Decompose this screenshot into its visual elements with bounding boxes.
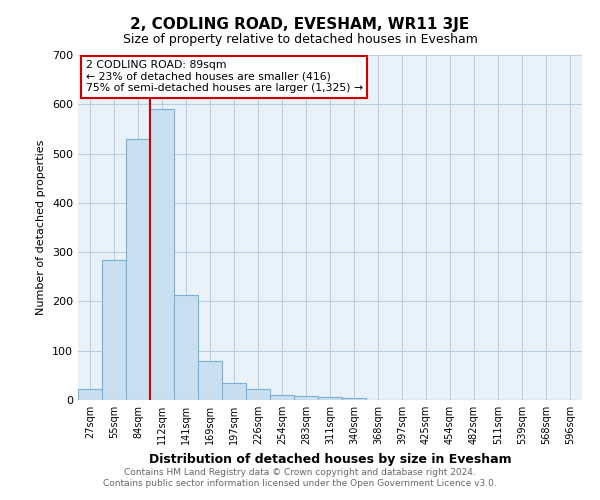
Bar xyxy=(222,383,246,400)
Bar xyxy=(198,360,222,400)
Bar xyxy=(78,389,102,400)
Text: 2 CODLING ROAD: 89sqm
← 23% of detached houses are smaller (416)
75% of semi-det: 2 CODLING ROAD: 89sqm ← 23% of detached … xyxy=(86,60,362,94)
Bar xyxy=(102,260,126,400)
Bar xyxy=(246,389,270,400)
Bar xyxy=(294,396,318,400)
Bar xyxy=(342,398,366,400)
X-axis label: Distribution of detached houses by size in Evesham: Distribution of detached houses by size … xyxy=(149,452,511,466)
Bar xyxy=(174,295,198,400)
Text: Contains HM Land Registry data © Crown copyright and database right 2024.
Contai: Contains HM Land Registry data © Crown c… xyxy=(103,468,497,487)
Bar xyxy=(270,395,294,400)
Text: 2, CODLING ROAD, EVESHAM, WR11 3JE: 2, CODLING ROAD, EVESHAM, WR11 3JE xyxy=(130,18,470,32)
Text: Size of property relative to detached houses in Evesham: Size of property relative to detached ho… xyxy=(122,32,478,46)
Y-axis label: Number of detached properties: Number of detached properties xyxy=(37,140,46,315)
Bar xyxy=(318,396,342,400)
Bar xyxy=(150,109,174,400)
Bar xyxy=(126,139,150,400)
